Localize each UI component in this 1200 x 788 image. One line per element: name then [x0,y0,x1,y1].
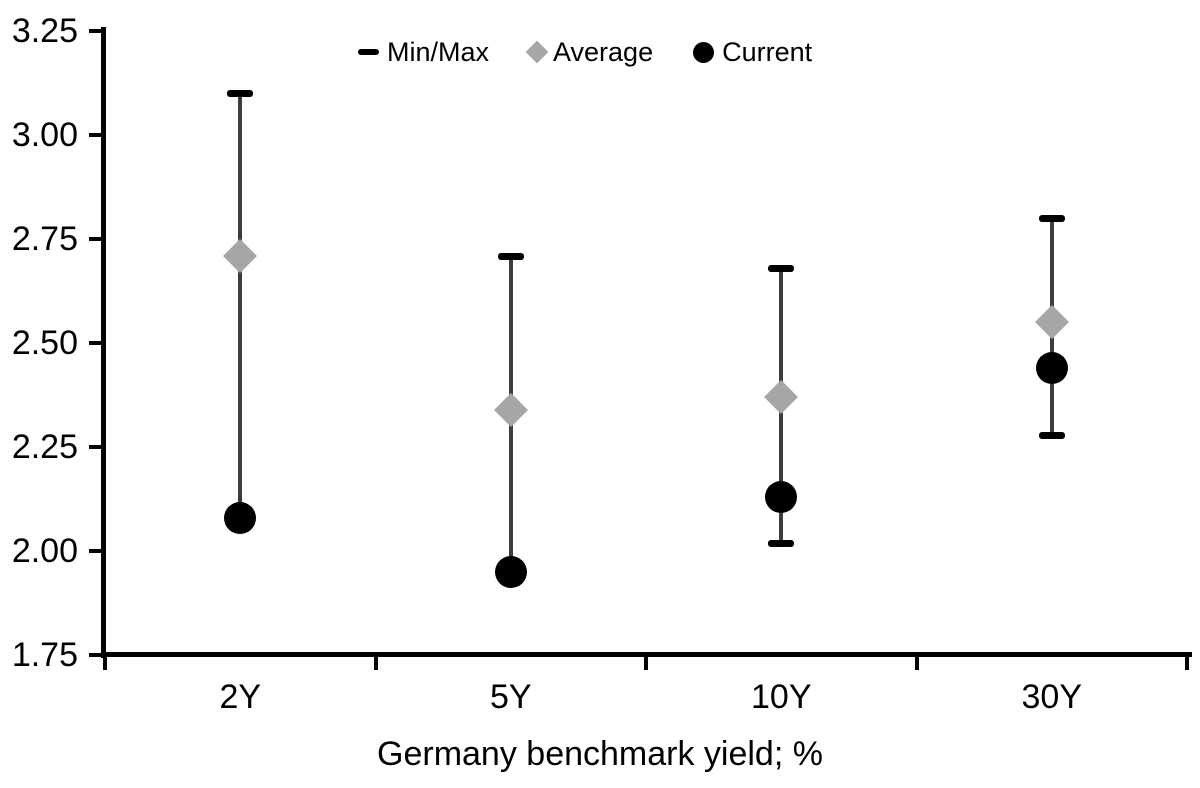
minmax-whisker-line [238,93,243,518]
legend-label: Current [722,36,813,67]
min-cap [768,539,795,547]
y-axis-tick [89,341,103,345]
legend-label: Average [553,36,654,67]
current-marker [765,480,798,513]
max-cap [1038,215,1065,223]
y-axis-tick-label: 1.75 [11,636,78,674]
x-axis-title: Germany benchmark yield; % [377,735,823,773]
average-marker [1034,305,1069,340]
y-axis-tick [89,549,103,553]
max-cap [227,90,254,98]
y-axis-tick-label: 2.50 [11,324,78,362]
max-cap [497,252,524,260]
chart-legend: Min/Max Average Current [358,32,812,72]
category-label: 2Y [219,678,262,716]
y-axis-tick-label: 2.25 [11,428,78,466]
current-marker [224,501,257,534]
legend-item-current: Current [693,37,812,68]
average-marker [764,380,799,415]
circle-icon [693,41,715,63]
average-marker [493,392,528,427]
y-axis-line [101,27,106,658]
current-marker [1035,351,1068,384]
y-axis-tick-label: 3.00 [11,116,78,154]
x-axis-tick [373,657,378,670]
diamond-icon [525,40,549,64]
current-marker [494,555,527,588]
y-axis-tick [89,237,103,241]
y-axis-tick-label: 2.75 [11,220,78,258]
y-axis-tick [89,133,103,137]
dash-icon [358,49,379,55]
category-label: 30Y [1021,678,1083,716]
max-cap [768,265,795,273]
x-axis-tick [914,657,919,670]
min-cap [1038,431,1065,439]
x-axis-tick [103,657,107,670]
category-label: 10Y [751,678,812,716]
y-axis-tick [89,29,103,33]
y-axis-tick-label: 2.00 [11,532,78,570]
y-axis-tick [89,445,103,449]
legend-label: Min/Max [387,36,490,67]
average-marker [223,238,258,273]
y-axis-tick [89,653,103,657]
legend-item-min-max: Min/Max [358,37,489,68]
category-label: 5Y [489,678,532,716]
legend-item-average: Average [525,36,654,68]
y-axis-tick-label: 3.25 [11,12,78,50]
x-axis-line [101,652,1192,657]
x-axis-tick [644,657,648,670]
x-axis-tick [1185,657,1189,670]
